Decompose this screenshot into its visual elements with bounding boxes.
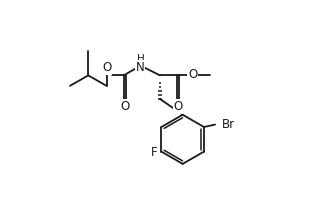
Text: O: O (188, 68, 197, 81)
Text: N: N (135, 61, 144, 74)
Text: O: O (174, 100, 183, 113)
Text: F: F (151, 146, 157, 159)
Text: O: O (102, 61, 112, 74)
Text: O: O (120, 100, 129, 113)
Text: Br: Br (222, 118, 235, 131)
Text: H: H (137, 54, 145, 64)
